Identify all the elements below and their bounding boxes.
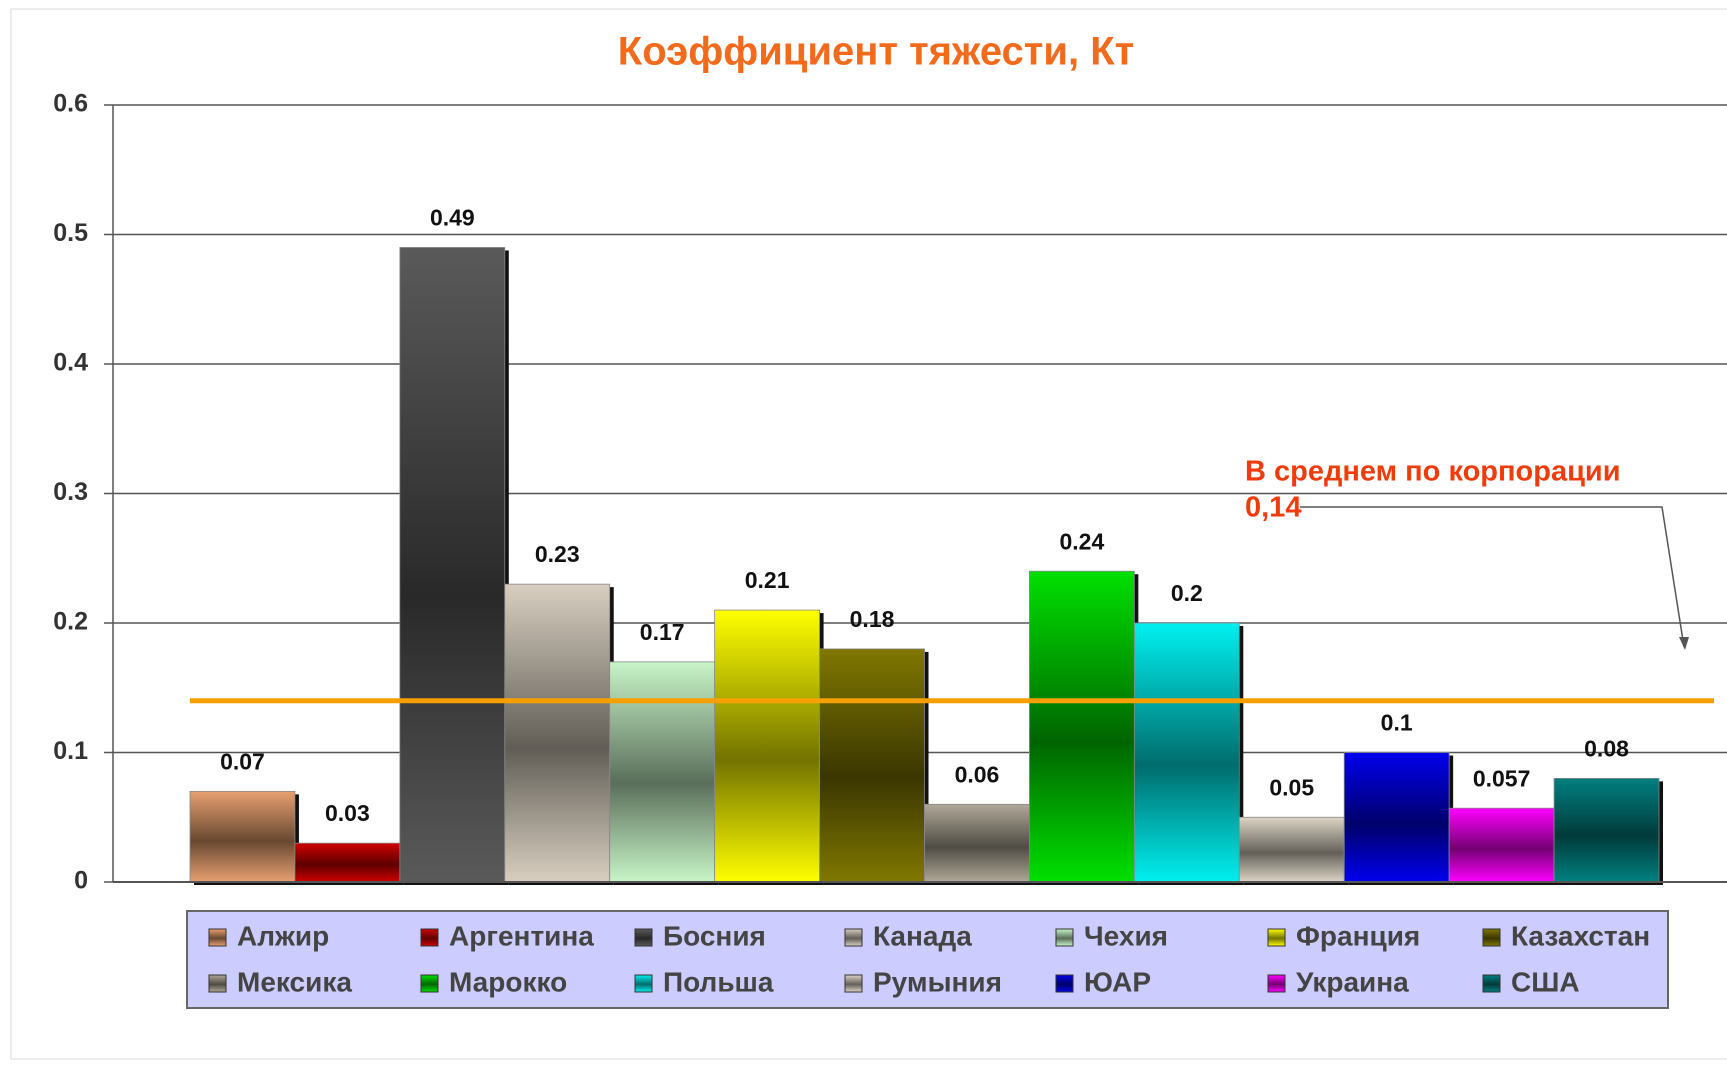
y-tick-label: 0.5	[53, 219, 88, 247]
bar	[399, 247, 506, 883]
bar	[1448, 807, 1555, 883]
data-label: 0.2	[1171, 580, 1203, 606]
annotation-arrow	[1300, 506, 1685, 648]
legend-swatch	[1055, 928, 1074, 947]
legend-label: Украина	[1296, 966, 1409, 997]
legend-label: Босния	[663, 920, 766, 951]
legend-label: Франция	[1296, 920, 1420, 951]
bar	[1553, 778, 1660, 883]
legend-swatch	[634, 974, 653, 993]
bar	[189, 790, 296, 883]
bar	[1029, 570, 1135, 883]
legend-label: ЮАР	[1084, 966, 1151, 997]
data-label: 0.06	[955, 761, 1000, 787]
legend-swatch	[1267, 974, 1286, 993]
legend-swatch	[1482, 928, 1501, 947]
data-label: 0.24	[1060, 528, 1105, 554]
data-label: 0.08	[1584, 735, 1629, 761]
data-label: 0.49	[430, 205, 475, 231]
legend-swatch	[420, 974, 439, 993]
bar	[504, 583, 611, 883]
bar	[1238, 816, 1345, 883]
y-tick-label: 0.1	[53, 737, 88, 765]
legend-swatch	[208, 928, 227, 947]
data-label: 0.07	[220, 748, 265, 774]
legend-swatch	[844, 974, 863, 993]
annotation: В среднем по корпорации	[1245, 456, 1621, 488]
legend-label: Мексика	[237, 966, 352, 997]
y-tick-label: 0.4	[53, 349, 88, 377]
legend-label: Чехия	[1084, 920, 1168, 951]
data-label: 0.057	[1473, 765, 1531, 791]
legend-swatch	[1055, 974, 1074, 993]
legend-swatch	[420, 928, 439, 947]
annotation: 0,14	[1245, 492, 1301, 524]
legend-label: Казахстан	[1511, 920, 1650, 951]
data-label: 0.21	[745, 567, 790, 593]
legend-swatch	[634, 928, 653, 947]
chart-title: Коэффициент тяжести, Кт	[618, 30, 1134, 74]
legend-swatch	[1267, 928, 1286, 947]
legend-label: США	[1511, 966, 1580, 997]
data-label: 0.23	[535, 541, 580, 567]
y-tick-label: 0.3	[53, 478, 88, 506]
legend-label: Марокко	[449, 966, 567, 997]
chart-frame	[10, 8, 1727, 1060]
bar	[714, 609, 820, 883]
annotation-arrowhead	[1679, 637, 1689, 650]
data-label: 0.18	[850, 606, 895, 632]
bar	[1133, 622, 1240, 883]
y-tick-label: 0	[74, 867, 88, 895]
legend-label: Аргентина	[449, 920, 594, 951]
data-label: 0.1	[1381, 710, 1413, 736]
legend-label: Канада	[873, 920, 972, 951]
legend-swatch	[844, 928, 863, 947]
data-label: 0.17	[640, 619, 685, 645]
y-tick-label: 0.2	[53, 608, 88, 636]
bar	[609, 661, 716, 883]
data-label: 0.05	[1269, 774, 1314, 800]
legend-label: Румыния	[873, 966, 1002, 997]
legend-swatch	[208, 974, 227, 993]
bar	[294, 842, 401, 883]
y-tick-label: 0.6	[53, 90, 88, 118]
legend-label: Алжир	[237, 920, 329, 951]
legend-label: Польша	[663, 966, 774, 997]
bar	[1343, 752, 1450, 883]
bar	[924, 803, 1030, 883]
legend-swatch	[1482, 974, 1501, 993]
bar	[819, 648, 925, 883]
data-label: 0.03	[325, 800, 370, 826]
